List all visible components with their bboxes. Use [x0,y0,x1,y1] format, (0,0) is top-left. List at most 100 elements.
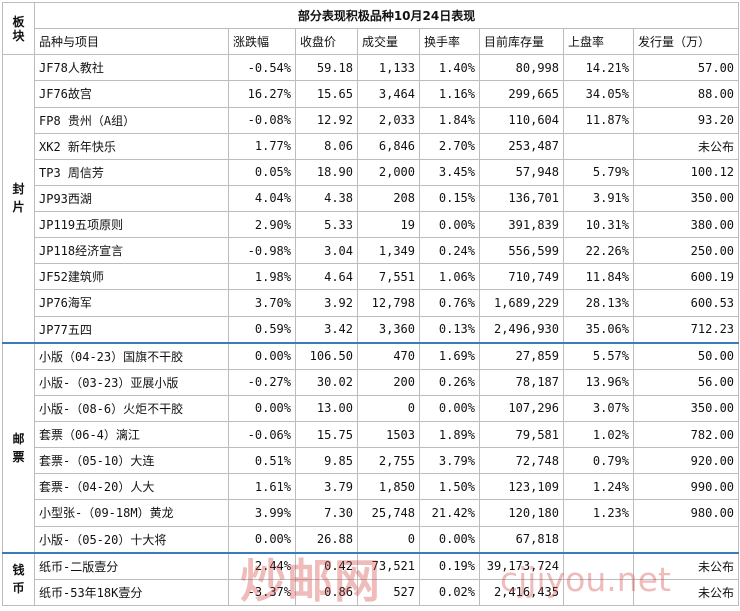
cell-stock: 120,180 [479,499,564,527]
cell-turnover: 1.50% [419,473,480,501]
cell-onshelf: 35.06% [563,315,634,344]
table-row: 套票-（04-20）人大 1.61% 3.79 1,850 1.50% 123,109 1.… [3,473,740,501]
cell-change: 2.90% [228,210,296,239]
cell-onshelf: 10.31% [563,210,634,239]
cell-stock: 123,109 [479,473,564,501]
cell-volume: 7,551 [357,263,420,291]
cell-stock: 78,187 [479,368,564,396]
section-label: 封片 [2,54,35,344]
cell-issue: 未公布 [632,551,740,580]
cell-turnover: 3.45% [419,158,480,186]
cell-issue: 600.53 [632,289,740,317]
cell-stock: 39,173,724 [479,551,564,580]
cell-turnover: 1.40% [419,54,480,82]
cell-close: 59.18 [295,54,358,82]
cell-stock: 556,599 [479,237,564,265]
cell-onshelf: 1.24% [563,473,634,501]
cell-change: 0.05% [228,158,296,186]
table-row: JP93西湖 4.04% 4.38 208 0.15% 136,701 3.91% 350.0… [3,184,740,213]
cell-volume: 470 [357,341,420,370]
table-row: 套票（06-4）漓江 -0.06% 15.75 1503 1.89% 79,581 1.02… [3,420,740,449]
cell-turnover: 0.19% [419,551,480,580]
cell-change: -0.08% [228,106,296,134]
cell-close: 7.30 [295,499,358,527]
cell-onshelf: 1.23% [563,499,634,527]
cell-close: 3.79 [295,473,358,501]
col-header-onshelf: 上盘率 [563,28,634,56]
cell-volume: 3,360 [357,315,420,344]
cell-issue: 未公布 [632,578,740,607]
cell-change: 0.59% [228,315,296,344]
col-header-change: 涨跌幅 [228,28,296,56]
cell-onshelf [563,525,634,554]
cell-change: 2.44% [228,551,296,580]
cell-close: 4.64 [295,263,358,291]
cell-name: FP8 贵州（A组） [34,106,229,134]
cell-change: -3.37% [228,578,296,607]
cell-stock: 710,749 [479,263,564,291]
table-row: XK2 新年快乐 1.77% 8.06 6,846 2.70% 253,487 未公布 [3,132,740,160]
cell-stock: 67,818 [479,525,564,554]
cell-turnover: 0.15% [419,184,480,213]
cell-name: JP118经济宣言 [34,237,229,265]
cell-turnover: 0.00% [419,394,480,423]
col-header-stock: 目前库存量 [479,28,564,56]
cell-turnover: 0.76% [419,289,480,317]
section-label: 钱币 [2,551,35,606]
cell-issue: 250.00 [632,237,740,265]
table-row: 封片 JF78人教社 -0.54% 59.18 1,133 1.40% 80,998 14.2… [2,54,740,344]
cell-close: 3.04 [295,237,358,265]
table-title: 部分表现积极品种10月24日表现 [33,1,740,30]
cell-turnover: 1.89% [419,420,480,449]
section-label-text: 封片 [12,182,25,215]
cell-issue: 50.00 [632,341,740,370]
table-row: JP118经济宣言 -0.98% 3.04 1,349 0.24% 556,599 22.2… [3,237,740,265]
cell-stock: 299,665 [479,80,564,108]
table-row: JP77五四 0.59% 3.42 3,360 0.13% 2,496,930 35.06%… [3,315,740,344]
cell-name: 套票-（05-10）大连 [34,447,229,475]
cell-change: -0.06% [228,420,296,449]
table-row: 小版-（08-6）火炬不干胶 0.00% 13.00 0 0.00% 107,296 3.0… [3,394,740,423]
cell-volume: 527 [357,578,420,607]
cell-volume: 73,521 [357,551,420,580]
cell-change: 0.51% [228,447,296,475]
cell-issue: 56.00 [632,368,740,396]
col-header-name: 品种与项目 [34,28,229,56]
cell-volume: 6,846 [357,132,420,160]
cell-onshelf: 34.05% [563,80,634,108]
cell-turnover: 21.42% [419,499,480,527]
cell-onshelf [563,551,634,580]
cell-change: -0.27% [228,368,296,396]
cell-change: 1.61% [228,473,296,501]
cell-stock: 110,604 [479,106,564,134]
table-row: 纸币-53年18K壹分 -3.37% 0.86 527 0.02% 2,416,435 未公… [3,578,740,607]
cell-turnover: 1.06% [419,263,480,291]
cell-onshelf: 11.84% [563,263,634,291]
cell-stock: 136,701 [479,184,564,213]
cell-name: 小版-（03-23）亚展小版 [34,368,229,396]
cell-volume: 1,349 [357,237,420,265]
cell-onshelf [563,578,634,607]
cell-volume: 0 [357,394,420,423]
cell-volume: 2,755 [357,447,420,475]
cell-close: 0.42 [295,551,358,580]
cell-change: -0.98% [228,237,296,265]
cell-name: 套票-（04-20）人大 [34,473,229,501]
cell-name: JF78人教社 [34,54,229,82]
cell-stock: 27,859 [479,341,564,370]
col-header-volume: 成交量 [357,28,420,56]
cell-issue: 未公布 [632,132,740,160]
cell-stock: 391,839 [479,210,564,239]
cell-turnover: 0.00% [419,210,480,239]
col-header-issue: 发行量（万） [632,28,740,56]
cell-stock: 57,948 [479,158,564,186]
cell-issue: 380.00 [632,210,740,239]
cell-issue: 600.19 [632,263,740,291]
cell-change: 4.04% [228,184,296,213]
cell-name: 纸币-二版壹分 [34,551,229,580]
cell-name: 小版-（08-6）火炬不干胶 [34,394,229,423]
header-row: 品种与项目 涨跌幅 收盘价 成交量 换手率 目前库存量 上盘率 发行量（万） [3,28,740,56]
cell-issue: 88.00 [632,80,740,108]
cell-turnover: 1.69% [419,341,480,370]
cell-name: 小版（04-23）国旗不干胶 [34,341,229,370]
